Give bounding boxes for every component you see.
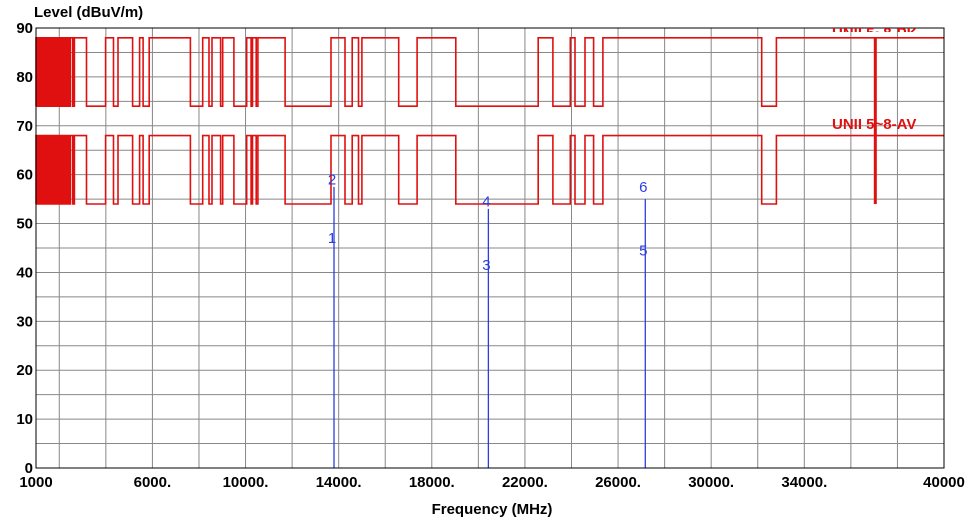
y-tick-label: 20 [16, 362, 33, 379]
x-tick-label: 10000. [223, 474, 269, 491]
marker-label-4: 4 [482, 194, 490, 211]
x-tick-labels: 1000 6000. 10000. 14000. 18000. 22000. 26000. 3… [19, 474, 965, 491]
y-tick-label: 60 [16, 167, 33, 184]
y-tick-label: 90 [16, 20, 33, 37]
marker-label-3: 3 [482, 257, 490, 274]
x-tick-label: 6000. [134, 474, 172, 491]
marker-label-1: 1 [328, 230, 336, 247]
av-limit-line [35, 134, 944, 205]
y-tick-label: 10 [16, 411, 33, 428]
y-tick-labels: 0 10 20 30 40 50 60 70 80 90 [16, 20, 33, 477]
x-axis-title: Frequency (MHz) [432, 501, 553, 518]
x-tick-label: 18000. [409, 474, 455, 491]
marker-lines: 1 2 3 4 5 6 [328, 172, 647, 468]
marker-label-2: 2 [328, 172, 336, 189]
y-tick-label: 50 [16, 216, 33, 233]
y-tick-label: 40 [16, 264, 33, 281]
limit-lines [35, 36, 944, 205]
av-limit-label: UNII 5~8-AV [832, 116, 916, 133]
x-tick-label: 1000 [19, 474, 52, 491]
x-tick-label: 40000 [923, 474, 965, 491]
plot-frame [35, 27, 945, 469]
x-tick-label: 14000. [316, 474, 362, 491]
pk-limit-line [35, 36, 944, 107]
y-tick-label: 80 [16, 69, 33, 86]
x-tick-label: 22000. [502, 474, 548, 491]
y-tick-label: 30 [16, 313, 33, 330]
x-tick-label: 26000. [595, 474, 641, 491]
x-tick-label: 30000. [688, 474, 734, 491]
y-tick-label: 0 [25, 460, 33, 477]
y-axis-title: Level (dBuV/m) [34, 4, 143, 21]
grid [36, 28, 944, 468]
pk-limit-label: UNII 5~8-PK [832, 25, 918, 42]
marker-label-6: 6 [639, 179, 647, 196]
marker-label-5: 5 [639, 242, 647, 259]
x-tick-label: 34000. [781, 474, 827, 491]
y-tick-label: 70 [16, 118, 33, 135]
